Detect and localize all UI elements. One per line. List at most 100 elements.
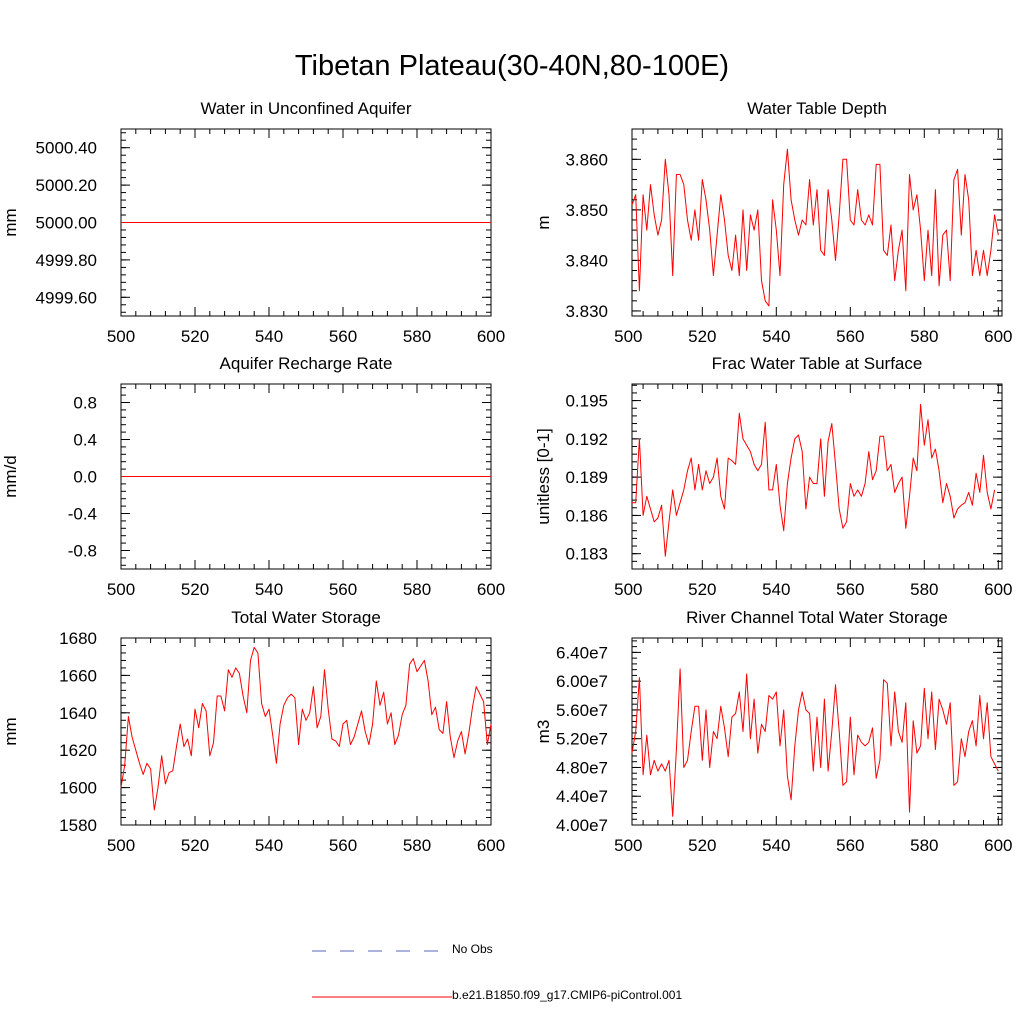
y-tick-label: 3.830 [565, 302, 608, 321]
y-tick-label: 5000.40 [36, 139, 97, 158]
x-tick-label: 540 [255, 580, 283, 599]
y-tick-label: 1660 [59, 666, 97, 685]
y-axis-label: mm/d [1, 455, 20, 498]
y-axis-label: unitless [0-1] [534, 428, 553, 524]
x-tick-label: 600 [477, 327, 505, 346]
x-tick-label: 520 [181, 327, 209, 346]
y-tick-label: 6.40e7 [556, 643, 608, 662]
y-axis-label: mm [1, 208, 20, 236]
y-tick-label: 5.20e7 [556, 730, 608, 749]
y-tick-label: 3.860 [565, 150, 608, 169]
x-tick-label: 520 [181, 836, 209, 855]
panel-3: Aquifer Recharge Rate mm/d 500 520 540 560 580… [1, 354, 505, 599]
series-line [631, 148, 999, 307]
panel-title: Total Water Storage [231, 608, 381, 627]
x-tick-label: 500 [614, 327, 642, 346]
figure-title: Tibetan Plateau(30-40N,80-100E) [294, 50, 730, 82]
x-tick-label: 500 [614, 836, 642, 855]
panel-title: River Channel Total Water Storage [686, 608, 948, 627]
x-tick-label: 580 [910, 580, 938, 599]
y-tick-label: 4.40e7 [556, 787, 608, 806]
x-tick-label: 560 [329, 580, 357, 599]
panel-title: Water in Unconfined Aquifer [200, 99, 411, 118]
y-tick-label: 0.186 [565, 506, 608, 525]
x-tick-label: 600 [477, 580, 505, 599]
y-tick-label: 4.00e7 [556, 816, 608, 835]
y-tick-label: -0.8 [68, 542, 97, 561]
panel-6: River Channel Total Water Storage m3 500 52… [534, 608, 1012, 855]
y-tick-label: 0.0 [73, 468, 97, 487]
series-line [632, 403, 996, 557]
panel-5: Total Water Storage mm 500 520 540 560 580 600 1… [1, 608, 505, 855]
plot-frame [631, 128, 1003, 317]
x-tick-label: 560 [329, 327, 357, 346]
y-tick-label: 0.183 [565, 545, 608, 564]
legend-model-swatch [312, 996, 452, 998]
y-tick-label: 1680 [59, 629, 97, 648]
legend-model-label: b.e21.B1850.f09_g17.CMIP6-piControl.001 [452, 988, 683, 1002]
y-tick-label: -0.4 [68, 505, 97, 524]
x-tick-label: 580 [403, 580, 431, 599]
panel-1: Water in Unconfined Aquifer mm 500 520 540 56… [1, 99, 505, 346]
x-tick-label: 580 [403, 836, 431, 855]
y-tick-label: 1620 [59, 741, 97, 760]
y-tick-label: 1640 [59, 704, 97, 723]
y-tick-label: 0.8 [73, 394, 97, 413]
y-tick-label: 0.189 [565, 468, 608, 487]
x-tick-label: 500 [107, 580, 135, 599]
x-tick-label: 560 [836, 836, 864, 855]
y-tick-label: 6.00e7 [556, 672, 608, 691]
plot-frame [631, 637, 1003, 826]
x-tick-label: 580 [910, 836, 938, 855]
y-tick-label: 0.4 [73, 431, 97, 450]
x-tick-label: 600 [984, 327, 1012, 346]
panel-title: Water Table Depth [747, 99, 887, 118]
y-tick-label: 5000.00 [36, 214, 97, 233]
x-tick-label: 600 [477, 836, 505, 855]
y-tick-label: 4.80e7 [556, 758, 608, 777]
y-tick-label: 5000.20 [36, 176, 97, 195]
x-tick-label: 540 [255, 327, 283, 346]
x-tick-label: 580 [910, 327, 938, 346]
x-tick-label: 560 [836, 580, 864, 599]
x-tick-label: 540 [762, 327, 790, 346]
series-line [631, 668, 999, 817]
panel-2: Water Table Depth m 500 520 540 560 580 600 3.83… [534, 99, 1012, 346]
y-tick-label: 1600 [59, 779, 97, 798]
panel-title: Aquifer Recharge Rate [220, 354, 393, 373]
y-tick-label: 0.195 [565, 392, 608, 411]
x-tick-label: 580 [403, 327, 431, 346]
x-tick-label: 540 [762, 836, 790, 855]
y-axis-label: m [534, 215, 553, 229]
y-tick-label: 4999.60 [36, 288, 97, 307]
x-tick-label: 600 [984, 836, 1012, 855]
panel-4: Frac Water Table at Surface unitless [0-1… [534, 354, 1012, 599]
legend-no-obs-label: No Obs [452, 942, 493, 956]
y-tick-label: 0.192 [565, 430, 608, 449]
y-tick-label: 3.840 [565, 251, 608, 270]
x-tick-label: 560 [836, 327, 864, 346]
x-tick-label: 520 [688, 580, 716, 599]
y-axis-label: m3 [534, 720, 553, 744]
x-tick-label: 500 [107, 836, 135, 855]
x-tick-label: 540 [762, 580, 790, 599]
y-tick-label: 5.60e7 [556, 701, 608, 720]
plot-frame [631, 383, 1003, 570]
x-tick-label: 520 [688, 327, 716, 346]
x-tick-label: 520 [688, 836, 716, 855]
legend-no-obs-swatch [312, 950, 452, 952]
x-tick-label: 520 [181, 580, 209, 599]
x-tick-label: 560 [329, 836, 357, 855]
x-tick-label: 600 [984, 580, 1012, 599]
y-tick-label: 4999.80 [36, 251, 97, 270]
x-tick-label: 500 [614, 580, 642, 599]
y-tick-label: 3.850 [565, 201, 608, 220]
y-axis-label: mm [1, 717, 20, 745]
x-tick-label: 540 [255, 836, 283, 855]
x-tick-label: 500 [107, 327, 135, 346]
panel-title: Frac Water Table at Surface [712, 354, 923, 373]
y-tick-label: 1580 [59, 816, 97, 835]
plot-frame [120, 637, 492, 826]
series-line [120, 646, 492, 811]
